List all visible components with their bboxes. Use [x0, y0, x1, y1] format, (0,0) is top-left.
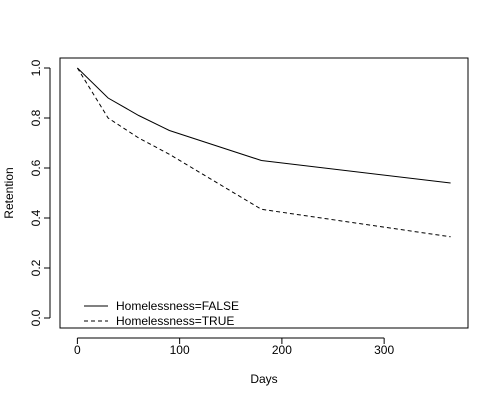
y-tick-label: 0.6 [29, 159, 43, 176]
legend-label-false: Homelessness=FALSE [116, 299, 239, 313]
y-tick-label: 0.4 [29, 209, 43, 226]
x-tick-label: 0 [74, 343, 81, 357]
legend: Homelessness=FALSE Homelessness=TRUE [84, 299, 239, 328]
y-tick-label: 1.0 [29, 59, 43, 76]
x-tick-label: 200 [272, 343, 292, 357]
y-tick-label: 0.0 [29, 309, 43, 326]
legend-label-true: Homelessness=TRUE [116, 314, 234, 328]
y-axis-title: Retention [2, 167, 16, 218]
series-line-false [77, 67, 451, 184]
x-tick-label: 100 [170, 343, 190, 357]
y-axis: 0.0 0.2 0.4 0.6 0.8 1.0 [29, 59, 51, 326]
x-axis: 0 100 200 300 [74, 337, 394, 357]
y-tick-label: 0.2 [29, 259, 43, 276]
x-tick-label: 300 [374, 343, 394, 357]
plot-frame [59, 57, 469, 329]
x-axis-title: Days [250, 372, 277, 386]
series-layer [76, 67, 451, 238]
y-tick-label: 0.8 [29, 109, 43, 126]
series-line-true [76, 67, 451, 238]
